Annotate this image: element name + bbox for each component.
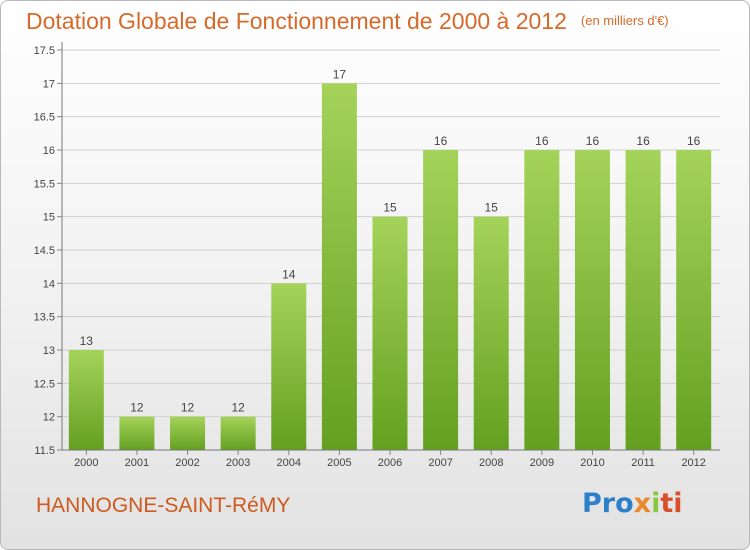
value-label-2010: 16 [586, 134, 600, 148]
value-label-2000: 13 [80, 334, 94, 348]
bar-2003 [220, 416, 256, 450]
x-tick-label: 2006 [378, 457, 402, 469]
value-label-2002: 12 [181, 401, 195, 415]
bar-2009 [524, 150, 560, 450]
x-tick-label: 2005 [327, 457, 351, 469]
bar-2004 [271, 283, 307, 450]
x-tick-label: 2010 [580, 457, 604, 469]
y-tick-label: 14 [43, 278, 55, 290]
bar-2001 [119, 416, 155, 450]
x-tick-label: 2011 [631, 457, 655, 469]
unit-label: (en milliers d'€) [580, 13, 669, 28]
y-tick-label: 13 [43, 345, 55, 357]
x-tick-label: 2008 [479, 457, 503, 469]
bar-2005 [321, 83, 357, 450]
bar-2002 [170, 416, 206, 450]
value-label-2008: 15 [485, 201, 499, 215]
y-tick-label: 13.5 [34, 312, 55, 324]
bars [68, 83, 712, 450]
x-tick-label: 2004 [277, 457, 301, 469]
y-tick-label: 17 [43, 78, 55, 90]
value-label-2011: 16 [636, 134, 650, 148]
bar-2000 [68, 350, 104, 450]
title-text: Dotation Globale de Fonctionnement de 20… [26, 8, 567, 34]
x-tick-label: 2002 [175, 457, 199, 469]
x-tick-label: 2009 [530, 457, 554, 469]
y-tick-label: 16.5 [34, 112, 55, 124]
value-label-2012: 16 [687, 134, 701, 148]
bar-2010 [574, 150, 610, 450]
value-label-2006: 15 [383, 201, 397, 215]
x-tick-label: 2007 [428, 457, 452, 469]
x-tick-label: 2003 [226, 457, 250, 469]
bar-2006 [372, 216, 408, 450]
x-tick-label: 2000 [74, 457, 98, 469]
logo-part: ti [660, 488, 683, 519]
commune-name: HANNOGNE-SAINT-RéMY [36, 494, 291, 517]
axes: 11.5 12 12.5 13 13.5 14 14.5 15 15.5 16 16.5 17 17.5… [34, 42, 720, 469]
logo-part: Pro [582, 488, 634, 519]
bar-2007 [423, 150, 459, 450]
value-label-2009: 16 [535, 134, 549, 148]
bar-2012 [676, 150, 712, 450]
chart-title: Dotation Globale de Fonctionnement de 20… [26, 8, 669, 35]
y-tick-label: 12 [43, 412, 55, 424]
y-tick-label: 16 [43, 145, 55, 157]
bar-2008 [473, 216, 509, 450]
y-tick-label: 17.5 [34, 45, 55, 57]
bar-2011 [625, 150, 661, 450]
logo-part: x [633, 488, 652, 519]
proxiti-logo: Proxiti [582, 488, 683, 519]
value-labels: 13 12 12 12 14 17 15 16 15 16 16 16 16 [80, 67, 701, 414]
value-label-2004: 14 [282, 267, 296, 281]
value-label-2007: 16 [434, 134, 448, 148]
y-tick-label: 11.5 [34, 445, 55, 457]
y-tick-label: 15 [43, 212, 55, 224]
value-label-2003: 12 [231, 401, 245, 415]
y-tick-label: 12.5 [34, 378, 55, 390]
y-tick-label: 15.5 [34, 178, 55, 190]
x-tick-label: 2012 [681, 457, 705, 469]
value-label-2005: 17 [333, 67, 347, 81]
x-tick-label: 2001 [125, 457, 149, 469]
value-label-2001: 12 [130, 401, 144, 415]
logo-part: i [651, 488, 661, 519]
y-tick-label: 14.5 [34, 245, 55, 257]
